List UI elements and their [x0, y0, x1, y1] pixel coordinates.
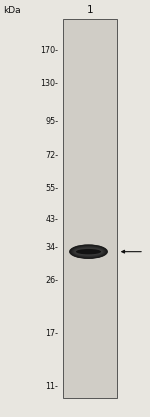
Text: 34-: 34-: [46, 244, 59, 253]
Text: 1: 1: [87, 5, 93, 15]
Text: 55-: 55-: [45, 184, 58, 193]
Ellipse shape: [71, 245, 106, 258]
Ellipse shape: [71, 246, 106, 257]
Text: 72-: 72-: [45, 151, 58, 161]
Ellipse shape: [69, 245, 108, 259]
Ellipse shape: [76, 249, 101, 254]
Ellipse shape: [75, 248, 102, 256]
Text: 17-: 17-: [45, 329, 58, 338]
Ellipse shape: [75, 248, 102, 255]
Text: 11-: 11-: [46, 382, 59, 391]
Text: 170-: 170-: [40, 46, 58, 55]
Ellipse shape: [69, 244, 108, 259]
Text: 26-: 26-: [45, 276, 58, 285]
Bar: [63, 19, 117, 398]
Ellipse shape: [71, 246, 106, 258]
Text: kDa: kDa: [3, 6, 21, 15]
Ellipse shape: [72, 246, 105, 257]
Ellipse shape: [70, 245, 107, 259]
Ellipse shape: [74, 248, 103, 256]
Ellipse shape: [72, 246, 105, 257]
Ellipse shape: [73, 246, 104, 257]
Ellipse shape: [76, 249, 101, 254]
Ellipse shape: [76, 249, 101, 255]
Text: 43-: 43-: [46, 215, 59, 224]
Text: 130-: 130-: [41, 79, 58, 88]
Ellipse shape: [73, 247, 104, 256]
Ellipse shape: [73, 247, 104, 256]
Ellipse shape: [70, 245, 107, 258]
Text: 95-: 95-: [45, 117, 58, 126]
Ellipse shape: [75, 248, 102, 255]
Ellipse shape: [74, 247, 103, 256]
